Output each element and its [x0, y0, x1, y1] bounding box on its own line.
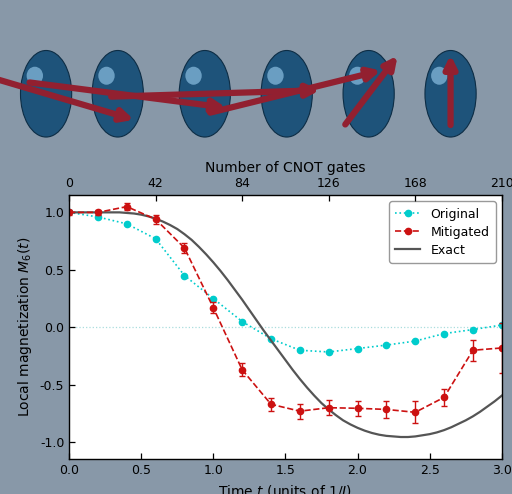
- Ellipse shape: [98, 67, 115, 85]
- Exact: [167, 222, 173, 228]
- Ellipse shape: [261, 50, 312, 137]
- Ellipse shape: [343, 50, 394, 137]
- Exact: [448, 424, 454, 430]
- Original: [124, 221, 130, 227]
- Ellipse shape: [185, 67, 202, 85]
- Original: [95, 214, 101, 220]
- Original: [239, 319, 245, 325]
- Ellipse shape: [425, 50, 476, 137]
- Ellipse shape: [20, 50, 72, 137]
- Exact: [297, 376, 303, 382]
- Original: [297, 347, 303, 353]
- X-axis label: Time $t$ (units of 1/$J$): Time $t$ (units of 1/$J$): [218, 483, 353, 494]
- Original: [268, 336, 274, 342]
- Original: [66, 209, 72, 215]
- Original: [326, 349, 332, 355]
- Original: [383, 342, 390, 348]
- Original: [470, 327, 476, 332]
- Original: [412, 338, 418, 344]
- Line: Exact: Exact: [69, 212, 502, 437]
- Exact: [218, 268, 224, 274]
- Ellipse shape: [431, 67, 447, 85]
- Original: [210, 295, 217, 301]
- Original: [354, 346, 360, 352]
- Original: [153, 236, 159, 242]
- Line: Original: Original: [66, 209, 505, 355]
- Y-axis label: Local magnetization $M_6(t)$: Local magnetization $M_6(t)$: [16, 237, 34, 417]
- Exact: [153, 216, 159, 222]
- Ellipse shape: [179, 50, 230, 137]
- Exact: [66, 209, 72, 215]
- Ellipse shape: [267, 67, 284, 85]
- Exact: [499, 393, 505, 399]
- Exact: [398, 434, 404, 440]
- Original: [181, 273, 187, 279]
- Original: [499, 322, 505, 328]
- Ellipse shape: [27, 67, 43, 85]
- Exact: [326, 407, 332, 412]
- X-axis label: Number of CNOT gates: Number of CNOT gates: [205, 161, 366, 175]
- Original: [441, 330, 447, 336]
- Legend: Original, Mitigated, Exact: Original, Mitigated, Exact: [389, 202, 496, 263]
- Ellipse shape: [349, 67, 366, 85]
- Ellipse shape: [92, 50, 143, 137]
